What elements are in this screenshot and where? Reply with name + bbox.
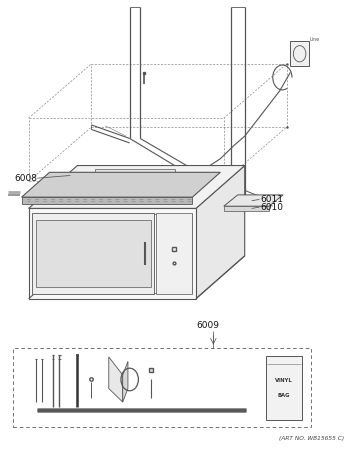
Polygon shape bbox=[224, 206, 269, 211]
Text: 6011: 6011 bbox=[260, 195, 284, 204]
Text: BAG: BAG bbox=[278, 393, 290, 398]
Polygon shape bbox=[95, 169, 175, 185]
Polygon shape bbox=[29, 208, 196, 299]
Polygon shape bbox=[32, 213, 154, 294]
Polygon shape bbox=[156, 213, 192, 294]
FancyBboxPatch shape bbox=[266, 356, 302, 420]
Polygon shape bbox=[22, 172, 220, 197]
Polygon shape bbox=[22, 197, 192, 204]
Text: 6009: 6009 bbox=[197, 321, 219, 330]
Polygon shape bbox=[29, 165, 245, 208]
Text: VINYL: VINYL bbox=[275, 378, 293, 383]
Polygon shape bbox=[123, 361, 128, 402]
Polygon shape bbox=[36, 220, 150, 288]
Polygon shape bbox=[224, 195, 283, 206]
Polygon shape bbox=[290, 41, 309, 66]
Polygon shape bbox=[109, 357, 123, 402]
Text: Line: Line bbox=[310, 37, 320, 42]
Text: 6008: 6008 bbox=[14, 173, 37, 183]
Polygon shape bbox=[196, 165, 245, 299]
Text: 6010: 6010 bbox=[260, 202, 284, 212]
Text: (ART NO. WB15655 C): (ART NO. WB15655 C) bbox=[279, 436, 344, 441]
